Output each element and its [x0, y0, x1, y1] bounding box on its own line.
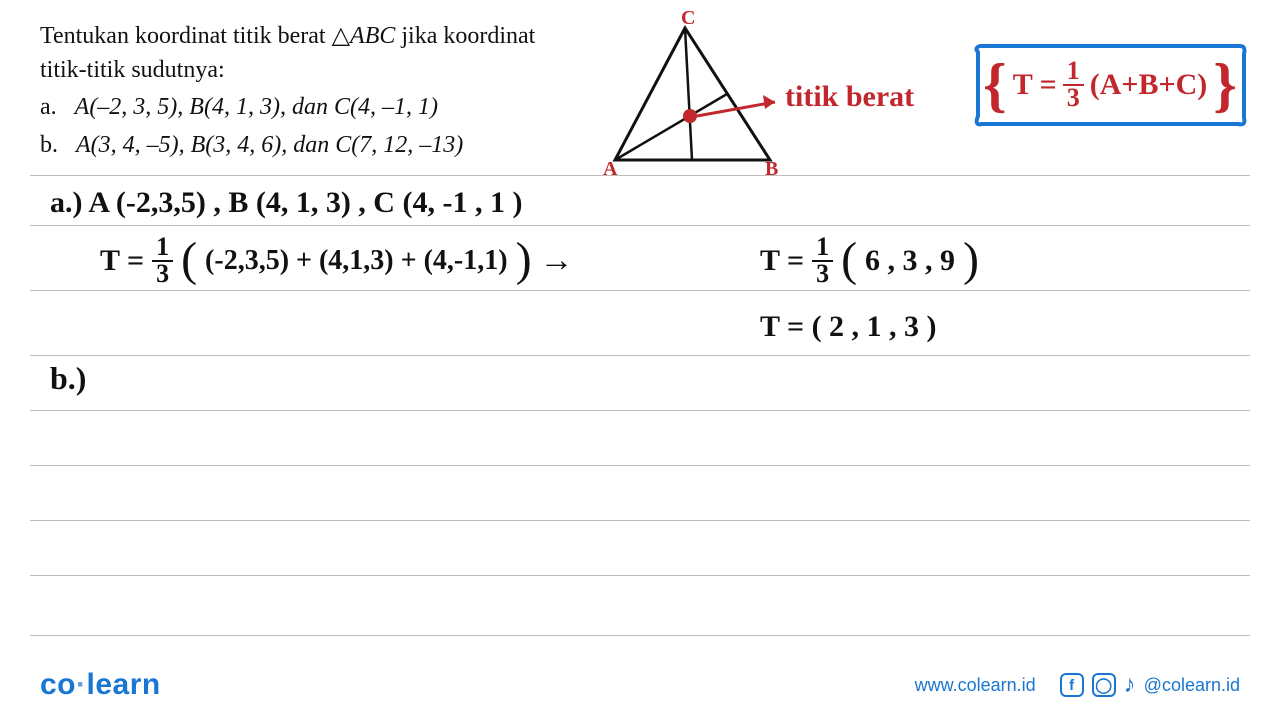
logo-part-2: learn: [87, 668, 161, 701]
facebook-icon: f: [1060, 673, 1084, 697]
work-t-label: T =: [100, 244, 144, 278]
work-result-tuple-inner: 6 , 3 , 9: [865, 244, 955, 278]
stem-text-1b: jika koordinat: [395, 23, 535, 49]
formula-box: { T = 1 3 (A+B+C) }: [970, 40, 1250, 130]
work-frac-den: 3: [152, 262, 173, 287]
brand-logo: co·learn: [40, 668, 161, 702]
work-t-label-2: T =: [760, 244, 804, 278]
footer-right: www.colearn.id f ◯ ♪ @colearn.id: [915, 671, 1240, 699]
work-fraction-2: 1 3: [812, 235, 833, 286]
social-handle: @colearn.id: [1144, 675, 1240, 696]
footer: co·learn www.colearn.id f ◯ ♪ @colearn.i…: [0, 650, 1280, 720]
formula-content: { T = 1 3 (A+B+C) }: [983, 59, 1237, 110]
logo-dot-icon: ·: [76, 668, 87, 701]
option-a-label: a.: [40, 94, 57, 120]
question-block: Tentukan koordinat titik berat △ABC jika…: [40, 20, 600, 162]
paren-close-2-icon: ): [963, 241, 979, 279]
triangle-name: ABC: [350, 23, 395, 49]
vertex-b-label: B: [765, 158, 778, 180]
stem-text-2: titik-titik sudutnya:: [40, 54, 600, 88]
formula-lhs: T =: [1013, 68, 1057, 102]
footer-url: www.colearn.id: [915, 675, 1036, 696]
page: Tentukan koordinat titik berat △ABC jika…: [0, 0, 1280, 720]
work-line-b: b.): [50, 360, 86, 397]
paren-close-icon: ): [516, 241, 532, 279]
work-line-a: a.) A (-2,3,5) , B (4, 1, 3) , C (4, -1 …: [50, 186, 522, 220]
paren-open-2-icon: (: [841, 241, 857, 279]
formula-frac-num: 1: [1063, 59, 1084, 86]
option-a-text: A(–2, 3, 5), B(4, 1, 3), dan C(4, –1, 1): [75, 94, 438, 120]
formula-frac-den: 3: [1063, 86, 1084, 111]
formula-fraction: 1 3: [1063, 59, 1084, 110]
tiktok-icon: ♪: [1124, 671, 1136, 699]
stem-text-1: Tentukan koordinat titik berat △: [40, 23, 350, 49]
work-fraction: 1 3: [152, 235, 173, 286]
work-frac-num-2: 1: [812, 235, 833, 262]
vertex-c-label: C: [681, 10, 695, 29]
arrow-icon: →: [540, 242, 574, 280]
instagram-icon: ◯: [1092, 673, 1116, 697]
work-expression-right: T = 1 3 ( 6 , 3 , 9 ): [760, 235, 979, 286]
vertex-a-label: A: [603, 158, 618, 180]
centroid-annotation: titik berat: [785, 80, 914, 114]
work-sum-inner: (-2,3,5) + (4,1,3) + (4,-1,1): [205, 245, 508, 277]
paren-open-icon: (: [181, 241, 197, 279]
formula-rhs: (A+B+C): [1090, 68, 1208, 102]
triangle-svg: C A B: [595, 10, 815, 180]
social-links: f ◯ ♪ @colearn.id: [1060, 671, 1240, 699]
option-a: a. A(–2, 3, 5), B(4, 1, 3), dan C(4, –1,…: [40, 91, 600, 125]
work-final-answer: T = ( 2 , 1 , 3 ): [760, 310, 937, 344]
option-b-text: A(3, 4, –5), B(3, 4, 6), dan C(7, 12, –1…: [76, 132, 463, 158]
logo-part-1: co: [40, 668, 76, 701]
option-b: b. A(3, 4, –5), B(3, 4, 6), dan C(7, 12,…: [40, 129, 600, 163]
option-b-label: b.: [40, 132, 58, 158]
question-stem: Tentukan koordinat titik berat △ABC jika…: [40, 20, 600, 54]
work-expression-left: T = 1 3 ( (-2,3,5) + (4,1,3) + (4,-1,1) …: [100, 235, 574, 286]
triangle-diagram: C A B: [595, 10, 815, 180]
work-frac-den-2: 3: [812, 262, 833, 287]
work-frac-num: 1: [152, 235, 173, 262]
